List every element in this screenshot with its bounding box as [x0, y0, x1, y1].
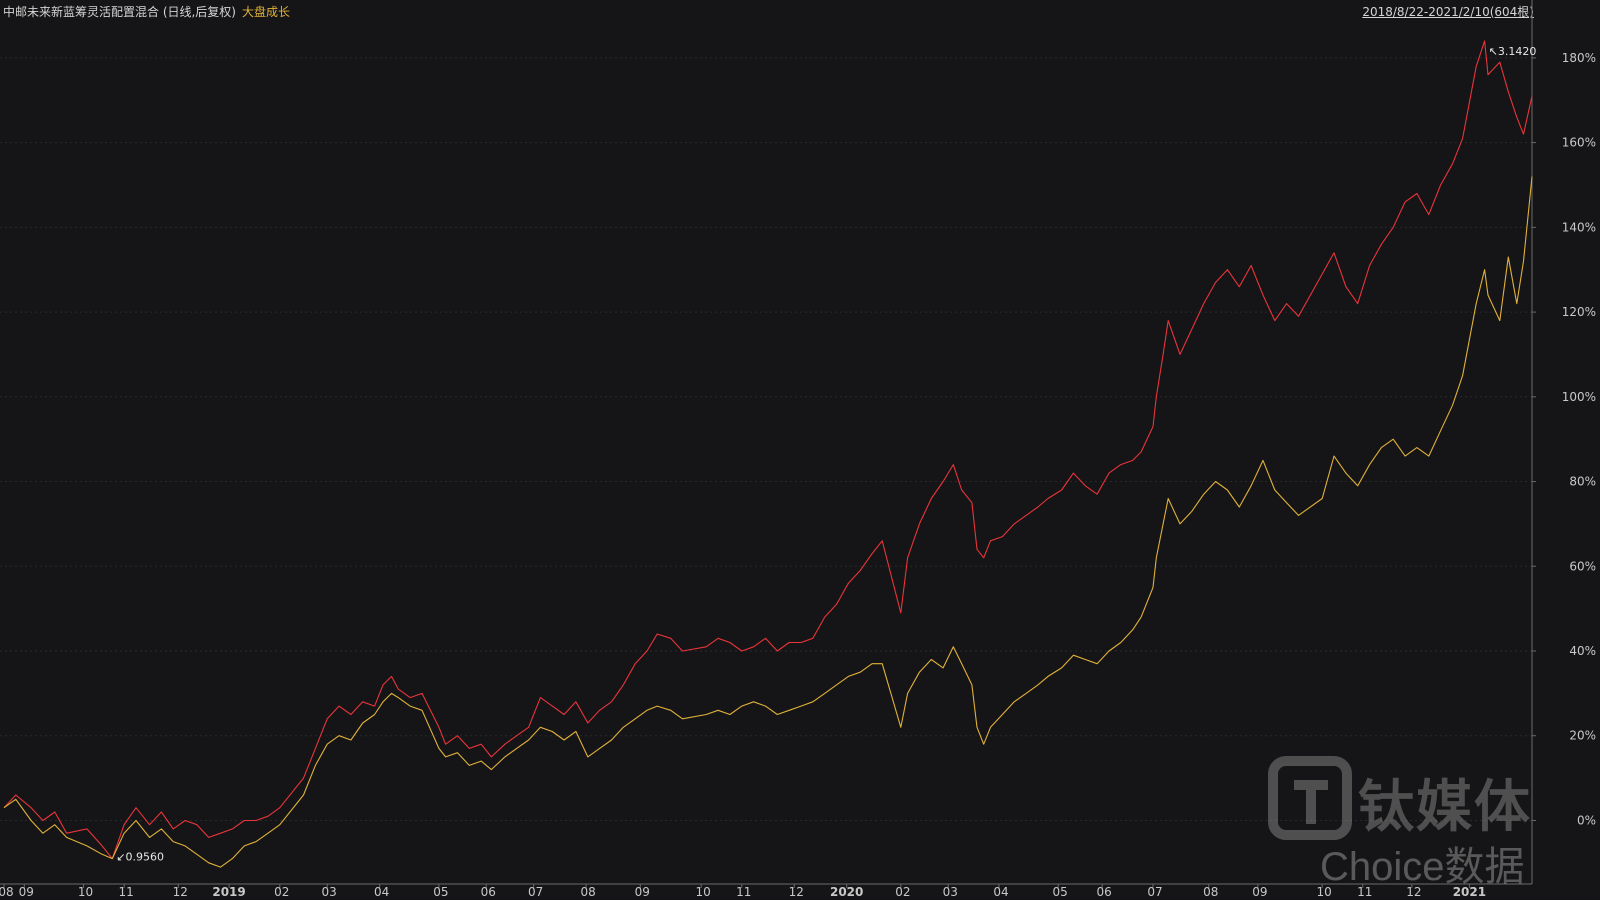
y-tick-label: 80% — [1569, 475, 1596, 489]
x-tick-label: 08 — [0, 885, 14, 899]
y-tick-label: 160% — [1562, 136, 1596, 150]
x-tick-label: 04 — [993, 885, 1008, 899]
x-tick-label: 2020 — [830, 885, 863, 899]
x-tick-label: 11 — [736, 885, 751, 899]
x-tick-label: 08 — [1203, 885, 1218, 899]
x-tick-label: 03 — [943, 885, 958, 899]
x-tick-label: 2019 — [212, 885, 245, 899]
benchmark-series-line — [3, 176, 1533, 868]
x-tick-label: 09 — [19, 885, 34, 899]
y-tick-label: 180% — [1562, 51, 1596, 65]
x-tick-label: 10 — [696, 885, 711, 899]
x-tick-label: 2021 — [1453, 885, 1486, 899]
x-tick-label: 07 — [528, 885, 543, 899]
x-tick-label: 04 — [374, 885, 389, 899]
x-tick-label: 12 — [789, 885, 804, 899]
x-tick-label: 05 — [433, 885, 448, 899]
y-tick-label: 0% — [1577, 813, 1596, 827]
benchmark-name-label: 大盘成长 — [242, 5, 291, 19]
y-tick-label: 20% — [1569, 729, 1596, 743]
fund-series-line — [3, 40, 1533, 860]
x-tick-label: 11 — [1357, 885, 1372, 899]
x-tick-label: 09 — [1252, 885, 1267, 899]
extreme-value-label: ↙0.9560 — [116, 851, 164, 864]
y-tick-label: 120% — [1562, 305, 1596, 319]
chart-header: 中邮未来新蓝筹灵活配置混合 (日线,后复权) 大盘成长 2018/8/22-20… — [0, 0, 1600, 22]
extreme-value-label: ↖3.1420 — [1489, 45, 1537, 58]
y-tick-label: 100% — [1562, 390, 1596, 404]
y-tick-label: 40% — [1569, 644, 1596, 658]
x-tick-label: 03 — [322, 885, 337, 899]
annotations: ↖3.1420 ↙0.9560 — [116, 45, 1536, 864]
x-tick-label: 07 — [1147, 885, 1162, 899]
y-tick-label: 140% — [1562, 220, 1596, 234]
x-tick-label: 08 — [580, 885, 595, 899]
fund-name-label: 中邮未来新蓝筹灵活配置混合 (日线,后复权) — [3, 5, 236, 19]
x-tick-label: 06 — [481, 885, 496, 899]
series-lines — [3, 40, 1533, 868]
x-tick-label: 09 — [635, 885, 650, 899]
x-tick-label: 06 — [1097, 885, 1112, 899]
date-range-label[interactable]: 2018/8/22-2021/2/10(604根) — [1362, 5, 1534, 19]
x-tick-label: 11 — [119, 885, 134, 899]
x-tick-label: 12 — [1406, 885, 1421, 899]
y-tick-label: 60% — [1569, 559, 1596, 573]
x-tick-label: 10 — [78, 885, 93, 899]
x-tick-label: 10 — [1317, 885, 1332, 899]
x-tick-label: 02 — [274, 885, 289, 899]
x-tick-label: 05 — [1053, 885, 1068, 899]
x-tick-label: 12 — [173, 885, 188, 899]
x-tick-label: 02 — [895, 885, 910, 899]
